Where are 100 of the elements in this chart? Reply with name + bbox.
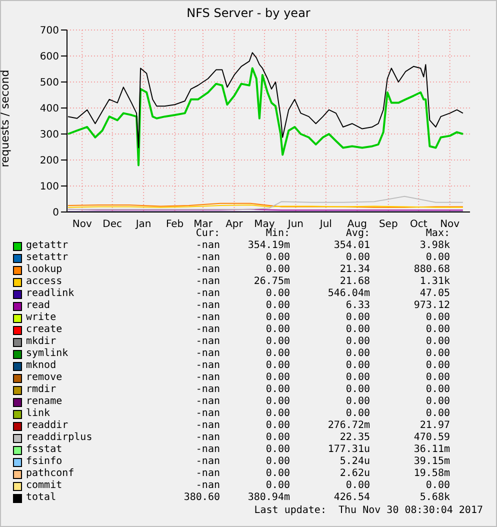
text: 0.00 bbox=[266, 468, 290, 479]
y-tick-label: 0 bbox=[52, 208, 59, 219]
text: 26.75m bbox=[254, 276, 290, 287]
text: 0.00 bbox=[266, 456, 290, 467]
text: Min: bbox=[266, 228, 290, 239]
text: 0.00 bbox=[266, 312, 290, 323]
text: 380.60 bbox=[184, 492, 220, 503]
text: -nan bbox=[196, 300, 220, 311]
x-tick-label: Jun bbox=[286, 219, 304, 230]
legend-label: readdir bbox=[26, 420, 68, 431]
text: 426.54 bbox=[334, 492, 370, 503]
text: 0.00 bbox=[426, 480, 450, 491]
text: 0.00 bbox=[346, 312, 370, 323]
text: 21.68 bbox=[340, 276, 370, 287]
x-tick-label: Nov bbox=[72, 219, 92, 230]
text: 0.00 bbox=[426, 324, 450, 335]
legend-label: read bbox=[26, 300, 50, 311]
text: -nan bbox=[196, 408, 220, 419]
text: 276.72m bbox=[328, 420, 370, 431]
text: Last update: Thu Nov 30 08:30:04 2017 bbox=[254, 505, 483, 516]
text: -nan bbox=[196, 252, 220, 263]
y-tick-label: 200 bbox=[40, 156, 59, 167]
text: 5.68k bbox=[420, 492, 450, 503]
legend-label: mknod bbox=[26, 360, 56, 371]
text: 21.97 bbox=[420, 420, 450, 431]
x-tick-label: Apr bbox=[226, 219, 244, 230]
text: 0.00 bbox=[266, 444, 290, 455]
text: 0.00 bbox=[426, 336, 450, 347]
text: 21.34 bbox=[340, 264, 370, 275]
text: 0.00 bbox=[426, 312, 450, 323]
text: -nan bbox=[196, 384, 220, 395]
text: 0.00 bbox=[426, 396, 450, 407]
text: 0.00 bbox=[346, 480, 370, 491]
text: -nan bbox=[196, 276, 220, 287]
text: 0.00 bbox=[346, 336, 370, 347]
text: 0.00 bbox=[426, 384, 450, 395]
text: 380.94m bbox=[248, 492, 290, 503]
text: 0.00 bbox=[426, 408, 450, 419]
text: 0.00 bbox=[266, 360, 290, 371]
text: 39.15m bbox=[414, 456, 450, 467]
text: -nan bbox=[196, 336, 220, 347]
x-tick-label: Feb bbox=[166, 219, 184, 230]
x-tick-label: Nov bbox=[440, 219, 460, 230]
text: 47.05 bbox=[420, 288, 450, 299]
text: -nan bbox=[196, 264, 220, 275]
legend-label: readlink bbox=[26, 288, 74, 299]
text: 19.58m bbox=[414, 468, 450, 479]
text: Cur: bbox=[196, 228, 220, 239]
x-tick-label: Dec bbox=[102, 219, 122, 230]
x-tick-label: Oct bbox=[410, 219, 428, 230]
text: Avg: bbox=[346, 228, 370, 239]
legend-label: mkdir bbox=[26, 336, 56, 347]
text: 0.00 bbox=[426, 360, 450, 371]
text: 2.62u bbox=[340, 468, 370, 479]
text: -nan bbox=[196, 444, 220, 455]
text: 3.98k bbox=[420, 240, 450, 251]
legend-label: symlink bbox=[26, 348, 68, 359]
text: 0.00 bbox=[266, 384, 290, 395]
x-tick-label: Aug bbox=[347, 219, 367, 230]
text: 0.00 bbox=[346, 360, 370, 371]
y-tick-label: 300 bbox=[40, 130, 59, 141]
legend-label: rmdir bbox=[26, 384, 56, 395]
text: -nan bbox=[196, 480, 220, 491]
text: 0.00 bbox=[346, 324, 370, 335]
legend-label: access bbox=[26, 276, 62, 287]
text: 0.00 bbox=[346, 408, 370, 419]
legend-label: rename bbox=[26, 396, 62, 407]
text: -nan bbox=[196, 312, 220, 323]
legend-label: setattr bbox=[26, 252, 68, 263]
text: 0.00 bbox=[426, 372, 450, 383]
legend-label: remove bbox=[26, 372, 62, 383]
text: 354.01 bbox=[334, 240, 370, 251]
text: 36.11m bbox=[414, 444, 450, 455]
text: -nan bbox=[196, 288, 220, 299]
text: 0.00 bbox=[266, 420, 290, 431]
legend-label: readdirplus bbox=[26, 432, 92, 443]
text: -nan bbox=[196, 396, 220, 407]
text: 354.19m bbox=[248, 240, 290, 251]
text: -nan bbox=[196, 456, 220, 467]
text: Max: bbox=[426, 228, 450, 239]
text: 973.12 bbox=[414, 300, 450, 311]
x-tick-label: Jan bbox=[134, 219, 152, 230]
text: -nan bbox=[196, 240, 220, 251]
text: 0.00 bbox=[266, 252, 290, 263]
text: 6.33 bbox=[346, 300, 370, 311]
x-tick-label: Sep bbox=[378, 219, 398, 230]
text: 22.35 bbox=[340, 432, 370, 443]
text: -nan bbox=[196, 324, 220, 335]
legend-label: fsstat bbox=[26, 444, 62, 455]
text: 0.00 bbox=[266, 324, 290, 335]
text: 0.00 bbox=[266, 372, 290, 383]
legend-label: lookup bbox=[26, 264, 62, 275]
text: 0.00 bbox=[266, 336, 290, 347]
text: 0.00 bbox=[346, 396, 370, 407]
text: -nan bbox=[196, 372, 220, 383]
x-tick-label: Jul bbox=[318, 219, 332, 230]
y-tick-label: 700 bbox=[40, 26, 59, 37]
text: -nan bbox=[196, 432, 220, 443]
chart-title: NFS Server - by year bbox=[186, 6, 312, 20]
text: 1.31k bbox=[420, 276, 450, 287]
